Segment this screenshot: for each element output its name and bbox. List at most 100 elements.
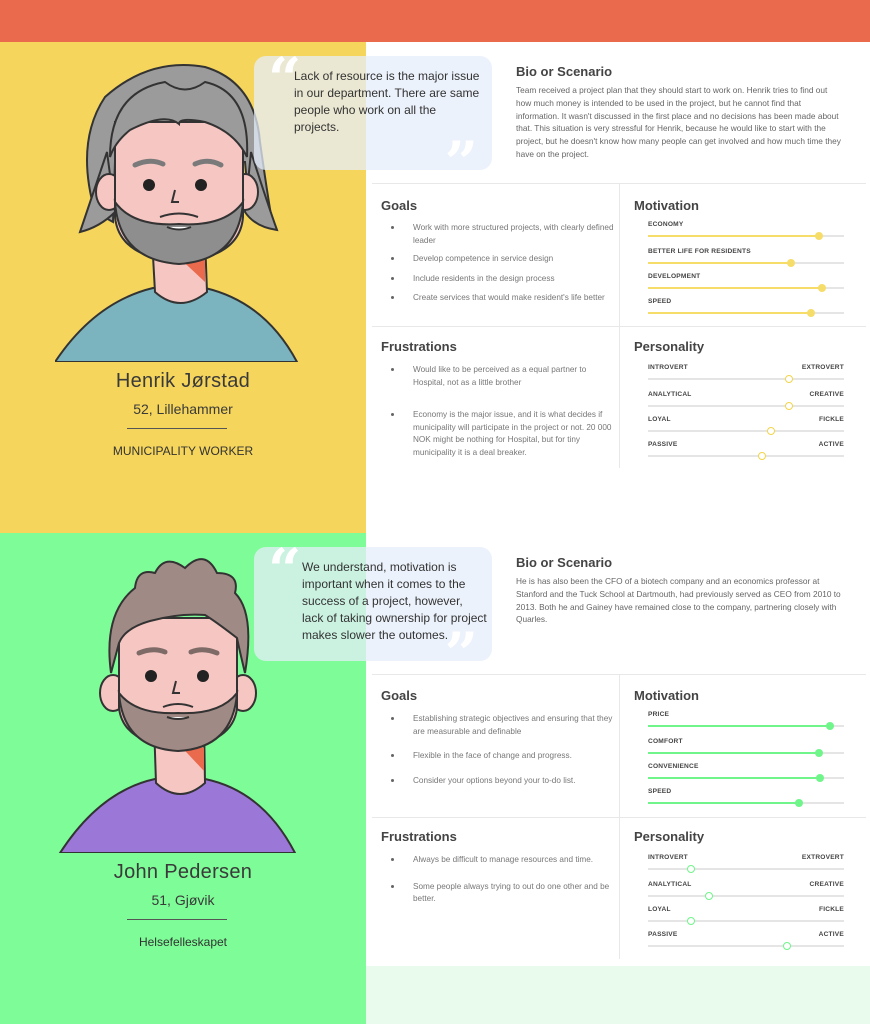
motivation-fill bbox=[648, 262, 792, 264]
bio-title: Bio or Scenario bbox=[516, 555, 613, 570]
scale-right-label: CREATIVE bbox=[809, 391, 844, 398]
personality-marker bbox=[704, 892, 713, 900]
list-item: Always be difficult to manage resources … bbox=[384, 854, 616, 867]
avatar bbox=[55, 64, 299, 362]
scale-left-label: LOYAL bbox=[648, 416, 671, 423]
scale-right-label: ACTIVE bbox=[818, 441, 844, 448]
list-item: Work with more structured projects, with… bbox=[384, 222, 616, 247]
motivation-track bbox=[648, 259, 844, 267]
scale-left-label: ANALYTICAL bbox=[648, 391, 692, 398]
motivation-bar: BETTER LIFE FOR RESIDENTS bbox=[648, 248, 844, 272]
scale-right-label: FICKLE bbox=[818, 416, 844, 423]
list-item: Some people always trying to out do one … bbox=[384, 881, 616, 906]
personality-track bbox=[648, 892, 844, 900]
persona-role: Helsefelleskapet bbox=[138, 935, 228, 949]
personality-scale: PASSIVE ACTIVE bbox=[648, 441, 844, 465]
motivation-marker bbox=[826, 722, 835, 730]
motivation-label: SPEED bbox=[648, 298, 672, 305]
motivation-track bbox=[648, 799, 844, 807]
motivation-bar: PRICE bbox=[648, 711, 844, 735]
personality-track bbox=[648, 452, 844, 460]
personality-track bbox=[648, 402, 844, 410]
motivation-fill bbox=[648, 752, 819, 754]
footer-tint bbox=[366, 966, 870, 1024]
motivation-label: ECONOMY bbox=[648, 221, 684, 228]
list-item: Develop competence in service design bbox=[384, 253, 616, 266]
goals-title: Goals bbox=[381, 198, 418, 213]
motivation-fill bbox=[648, 235, 819, 237]
avatar bbox=[58, 558, 297, 853]
motivation-bar: DEVELOPMENT bbox=[648, 273, 844, 297]
persona-role: MUNICIPALITY WORKER bbox=[112, 444, 254, 458]
column-divider bbox=[619, 674, 620, 959]
personality-marker bbox=[757, 452, 766, 460]
motivation-track bbox=[648, 309, 844, 317]
frustrations-list: Always be difficult to manage resources … bbox=[384, 854, 616, 906]
persona-name: John Pedersen bbox=[113, 861, 253, 883]
motivation-label: BETTER LIFE FOR RESIDENTS bbox=[648, 248, 751, 255]
profile-divider bbox=[127, 428, 227, 429]
list-item: Flexible in the face of change and progr… bbox=[384, 750, 616, 763]
personality-scale: ANALYTICAL CREATIVE bbox=[648, 391, 844, 415]
personality-marker bbox=[687, 865, 696, 873]
scale-right-label: FICKLE bbox=[818, 906, 844, 913]
personality-title: Personality bbox=[634, 829, 705, 844]
personality-scale: INTROVERT EXTROVERT bbox=[648, 854, 844, 878]
scale-left-label: ANALYTICAL bbox=[648, 881, 692, 888]
motivation-marker bbox=[794, 799, 803, 807]
motivation-fill bbox=[648, 802, 799, 804]
personality-track bbox=[648, 375, 844, 383]
personality-track bbox=[648, 917, 844, 925]
motivation-track bbox=[648, 232, 844, 240]
motivation-bar: ECONOMY bbox=[648, 221, 844, 245]
list-item: Would like to be perceived as a equal pa… bbox=[384, 364, 616, 389]
scale-right-label: ACTIVE bbox=[818, 931, 844, 938]
bio-text: He is has also been the CFO of a biotech… bbox=[516, 576, 841, 625]
goals-list: Work with more structured projects, with… bbox=[384, 222, 616, 305]
motivation-bar: CONVENIENCE bbox=[648, 763, 844, 787]
motivation-track bbox=[648, 284, 844, 292]
personality-track bbox=[648, 427, 844, 435]
motivation-title: Motivation bbox=[634, 198, 699, 213]
quote-text: Lack of resource is the major issue in o… bbox=[294, 69, 480, 134]
list-item: Create services that would make resident… bbox=[384, 292, 616, 305]
motivation-fill bbox=[648, 725, 831, 727]
scale-right-label: EXTROVERT bbox=[801, 364, 844, 371]
motivation-label: PRICE bbox=[648, 711, 670, 718]
motivation-track bbox=[648, 774, 844, 782]
motivation-fill bbox=[648, 777, 821, 779]
open-quote-icon: “ bbox=[268, 45, 302, 113]
profile-divider bbox=[127, 919, 227, 920]
list-item: Establishing strategic objectives and en… bbox=[384, 713, 616, 738]
quote-text: We understand, motivation is important w… bbox=[302, 560, 487, 642]
close-quote-icon: ” bbox=[444, 129, 478, 197]
quote-box: “ We understand, motivation is important… bbox=[254, 541, 492, 683]
bio-text: Team received a project plan that they s… bbox=[516, 85, 841, 159]
close-quote-icon: ” bbox=[444, 620, 478, 688]
personality-scale: LOYAL FICKLE bbox=[648, 906, 844, 930]
personality-marker bbox=[767, 427, 776, 435]
persona-profile-panel: John Pedersen 51, Gjøvik Helsefelleskape… bbox=[0, 533, 366, 1024]
top-banner bbox=[0, 0, 870, 42]
personality-marker bbox=[687, 917, 696, 925]
persona-card-john: John Pedersen 51, Gjøvik Helsefelleskape… bbox=[0, 533, 870, 1024]
motivation-marker bbox=[814, 232, 823, 240]
personality-track bbox=[648, 942, 844, 950]
personality-marker bbox=[785, 402, 794, 410]
motivation-bar: SPEED bbox=[648, 788, 844, 812]
column-divider bbox=[619, 183, 620, 468]
quote-box: “ Lack of resource is the major issue in… bbox=[254, 50, 492, 192]
frustrations-title: Frustrations bbox=[381, 339, 457, 354]
goals-title: Goals bbox=[381, 688, 418, 703]
goals-list: Establishing strategic objectives and en… bbox=[384, 713, 616, 787]
motivation-title: Motivation bbox=[634, 688, 699, 703]
motivation-marker bbox=[816, 774, 825, 782]
personality-scale: INTROVERT EXTROVERT bbox=[648, 364, 844, 388]
scale-left-label: LOYAL bbox=[648, 906, 671, 913]
open-quote-icon: “ bbox=[268, 536, 302, 604]
motivation-bar: SPEED bbox=[648, 298, 844, 322]
motivation-fill bbox=[648, 287, 823, 289]
scale-right-label: EXTROVERT bbox=[801, 854, 844, 861]
motivation-label: SPEED bbox=[648, 788, 672, 795]
scale-left-label: INTROVERT bbox=[648, 364, 688, 371]
